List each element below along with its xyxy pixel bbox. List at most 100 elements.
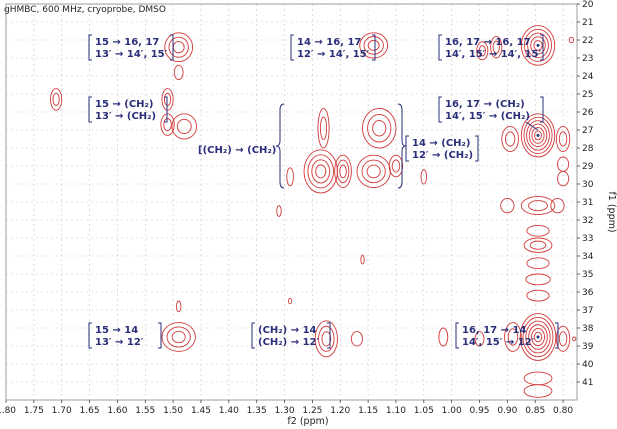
contour-peak xyxy=(303,149,338,194)
contour-level xyxy=(523,28,553,62)
contour-level xyxy=(438,327,449,347)
y-tick-label: 36 xyxy=(582,288,594,298)
x-axis-label: f2 (ppm) xyxy=(287,416,328,427)
contour-peak xyxy=(476,41,489,61)
curly-bracket-left xyxy=(275,103,285,189)
contour-level xyxy=(525,320,551,354)
y-tick-label: 25 xyxy=(582,90,593,100)
y-tick-label: 21 xyxy=(582,18,593,28)
contour-level xyxy=(367,113,392,143)
annotation-line: 13′ → (CH₂) xyxy=(95,111,156,122)
annotation-line: 14 → (CH₂) xyxy=(412,138,471,149)
contour-level xyxy=(531,328,545,346)
annotation-line: (CH₂) → 12′ xyxy=(258,337,319,348)
contour-level xyxy=(163,92,172,106)
contour-level xyxy=(363,36,384,55)
contour-level xyxy=(526,257,550,270)
contour-level xyxy=(523,371,553,386)
contour-peak xyxy=(568,36,575,44)
annotation-line: 14′, 15′ → 14′, 15′ xyxy=(445,49,541,60)
contour-level xyxy=(315,164,327,179)
contour-peak xyxy=(161,88,174,111)
peak-center xyxy=(536,335,540,339)
contour-level xyxy=(52,92,60,106)
contour-level xyxy=(161,322,196,352)
contour-peak xyxy=(557,170,570,187)
contour-level xyxy=(50,88,63,111)
contour-peak xyxy=(362,107,397,149)
contour-peak xyxy=(525,273,551,286)
y-tick-label: 22 xyxy=(582,36,593,46)
contour-level xyxy=(350,331,363,347)
correlation-annotation: 14 → (CH₂)12′ → (CH₂) xyxy=(405,135,479,162)
annotation-line: 12′ → 14′, 15′ xyxy=(297,49,370,60)
annotation-line: 16, 17 → 14 xyxy=(462,325,526,336)
right-bracket xyxy=(540,34,544,61)
x-tick-label: 1.25 xyxy=(302,406,322,416)
contour-level xyxy=(372,119,387,137)
correlation-annotation: (CH₂) → 14(CH₂) → 12′ xyxy=(251,322,331,349)
contour-peak xyxy=(359,32,389,59)
y-tick-label: 32 xyxy=(582,216,593,226)
contour-level xyxy=(504,322,522,352)
contour-level xyxy=(164,32,194,63)
y-tick-label: 31 xyxy=(582,198,593,208)
y-tick-label: 35 xyxy=(582,270,593,280)
y-tick-label: 29 xyxy=(582,162,594,172)
contour-peak xyxy=(501,125,519,153)
y-tick-label: 26 xyxy=(582,108,594,118)
contour-level xyxy=(492,40,500,54)
contour-level xyxy=(522,316,554,358)
y-tick-label: 30 xyxy=(582,180,594,190)
contour-peak xyxy=(161,322,196,352)
annotation-line: 15 → 14 xyxy=(95,325,138,336)
right-bracket xyxy=(372,34,376,61)
contour-level xyxy=(490,35,503,59)
contour-peak xyxy=(50,88,63,111)
left-bracket xyxy=(438,34,442,61)
contour-level xyxy=(523,237,553,253)
y-tick-label: 27 xyxy=(582,126,593,136)
y-tick-label: 37 xyxy=(582,306,593,316)
contour-peak xyxy=(171,113,197,140)
contour-level xyxy=(501,125,519,153)
contour-level xyxy=(171,113,197,140)
contour-peak xyxy=(523,237,553,253)
left-bracket xyxy=(88,96,92,123)
y-tick-label: 20 xyxy=(582,0,594,10)
contour-level xyxy=(558,131,568,147)
contour-level xyxy=(520,196,556,216)
contour-level xyxy=(507,328,519,346)
contour-level xyxy=(359,32,389,59)
contour-level xyxy=(176,118,192,134)
contour-level xyxy=(173,64,184,81)
annotation-line: 14 → 16, 17 xyxy=(297,37,361,48)
x-axis-ticks: 1.80 1.75 1.70 1.65 1.60 1.55 1.50 1.45 1.40 1.35… xyxy=(0,400,573,416)
y-tick-label: 24 xyxy=(582,72,594,82)
contour-level xyxy=(334,154,352,189)
contour-peak xyxy=(526,257,550,270)
x-tick-label: 1.10 xyxy=(386,406,406,416)
x-tick-label: 1.55 xyxy=(135,406,155,416)
right-bracket xyxy=(540,96,544,123)
left-bracket xyxy=(251,322,255,349)
right-bracket xyxy=(475,135,479,162)
x-tick-label: 1.40 xyxy=(219,406,239,416)
x-tick-label: 0.95 xyxy=(469,406,489,416)
x-tick-label: 0.80 xyxy=(553,406,573,416)
contour-level xyxy=(533,40,543,51)
contour-level xyxy=(362,107,397,149)
annotation-line: 12′ → (CH₂) xyxy=(412,150,473,161)
contour-peak xyxy=(173,64,184,81)
x-tick-label: 0.85 xyxy=(525,406,545,416)
contour-level xyxy=(168,36,189,58)
contour-level xyxy=(307,154,335,189)
contour-peaks xyxy=(50,25,577,398)
x-tick-label: 1.60 xyxy=(107,406,127,416)
